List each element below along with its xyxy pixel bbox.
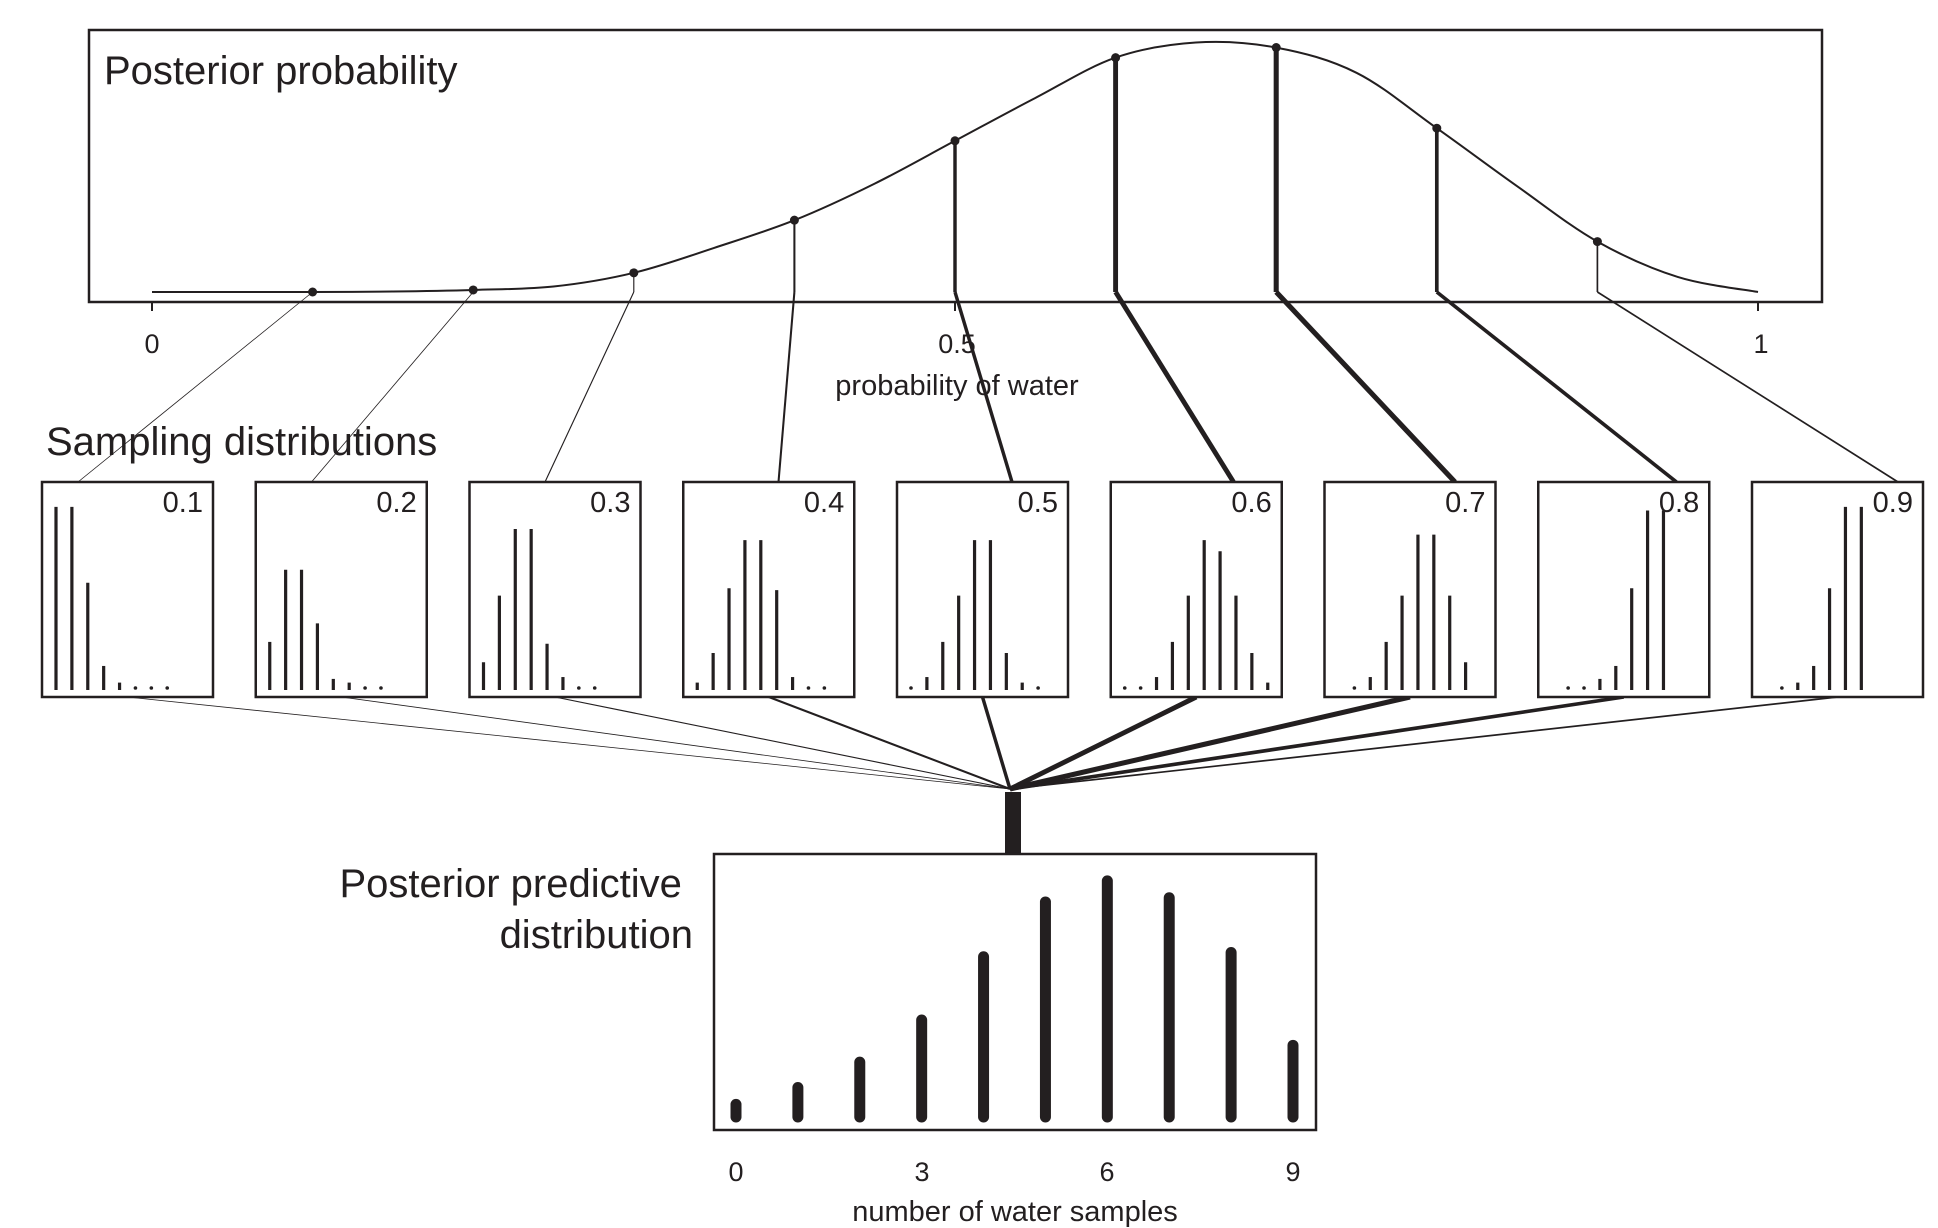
connector-to-panel-0.1 bbox=[77, 291, 313, 483]
sampling-panel-frame bbox=[895, 480, 1070, 699]
sampling-panel-frame bbox=[1537, 480, 1711, 699]
sampling-bar bbox=[149, 686, 154, 690]
predictive-title-line-1: Posterior predictive bbox=[340, 862, 682, 906]
connector-to-panel-0.5 bbox=[953, 291, 1014, 483]
posterior-point-0.3 bbox=[629, 268, 639, 278]
connector-to-panel-0.4 bbox=[777, 291, 796, 483]
sampling-panel-label: 0.1 bbox=[163, 487, 203, 519]
sampling-bar bbox=[806, 686, 811, 690]
connector-to-panel-0.8 bbox=[1435, 290, 1678, 484]
sampling-panel-0.6: 0.6 bbox=[1109, 480, 1283, 699]
sampling-panel-label: 0.3 bbox=[590, 487, 630, 519]
sampling-panel-0.4: 0.4 bbox=[682, 480, 856, 699]
sampling-panel-label: 0.8 bbox=[1659, 487, 1699, 519]
connector-to-predictive-0.4 bbox=[768, 696, 1011, 790]
posterior-point-0.4 bbox=[789, 215, 799, 225]
sampling-panel-0.2: 0.2 bbox=[254, 480, 428, 699]
sampling-panel-0.5: 0.5 bbox=[895, 480, 1070, 699]
posterior-x-tick-label-0.5: 0.5 bbox=[938, 329, 976, 359]
predictive-bars bbox=[730, 875, 1299, 1123]
connector-to-predictive-0.9 bbox=[1009, 696, 1838, 790]
predictive-x-tick-label-3: 3 bbox=[914, 1157, 929, 1187]
posterior-x-axis-label: probability of water bbox=[835, 370, 1079, 402]
posterior-point-0.6 bbox=[1111, 53, 1121, 63]
connector-to-predictive-0.5 bbox=[980, 696, 1012, 790]
posterior-point-0.5 bbox=[950, 136, 960, 146]
posterior-point-0.7 bbox=[1271, 43, 1281, 53]
posterior-points bbox=[308, 43, 1602, 297]
sampling-panel-label: 0.9 bbox=[1873, 487, 1913, 519]
sampling-title: Sampling distributions bbox=[46, 420, 437, 464]
sampling-panel-frame bbox=[1323, 480, 1497, 699]
posterior-x-tick-label-0: 0 bbox=[144, 329, 159, 359]
sampling-bar bbox=[379, 686, 383, 690]
connector-to-predictive-0.3 bbox=[554, 696, 1011, 790]
sampling-bar bbox=[1036, 686, 1040, 690]
sampling-panel-0.1: 0.1 bbox=[40, 480, 215, 699]
sampling-bar bbox=[133, 686, 138, 690]
sampling-panel-label: 0.4 bbox=[804, 487, 844, 519]
sampling-bar bbox=[1780, 686, 1784, 690]
connector-to-predictive-0.1 bbox=[127, 696, 1011, 790]
sampling-panel-0.9: 0.9 bbox=[1750, 480, 1925, 699]
sampling-bar bbox=[822, 686, 827, 690]
posterior-point-0.1 bbox=[308, 287, 318, 297]
connector-to-panel-0.6 bbox=[1113, 290, 1236, 484]
sampling-panels: 0.1 0.2 0.3 0.4 0.5 0.6 0.7 0.8 0.9 bbox=[40, 480, 1925, 699]
sampling-panel-label: 0.2 bbox=[376, 487, 416, 519]
sampling-panel-frame bbox=[1750, 480, 1925, 699]
posterior-point-0.2 bbox=[468, 285, 478, 295]
sampling-bar bbox=[577, 686, 581, 690]
connector-to-predictive-0.8 bbox=[1009, 695, 1625, 791]
sampling-bar bbox=[592, 686, 597, 690]
connector-to-predictive-0.7 bbox=[1009, 694, 1411, 792]
connector-to-panel-0.7 bbox=[1274, 290, 1457, 484]
posterior-curve bbox=[152, 40, 1759, 294]
posterior-x-tick-label-1: 1 bbox=[1753, 329, 1768, 359]
predictive-trunk bbox=[1005, 792, 1021, 854]
connector-to-predictive-0.6 bbox=[1008, 694, 1198, 792]
sampling-bar bbox=[1138, 686, 1143, 690]
sampling-panel-0.7: 0.7 bbox=[1323, 480, 1497, 699]
sampling-panel-0.3: 0.3 bbox=[468, 480, 642, 699]
connector-to-panel-0.3 bbox=[544, 291, 635, 483]
predictive-panel-frame bbox=[712, 852, 1318, 1132]
connector-lines bbox=[77, 47, 1899, 792]
sampling-bar bbox=[165, 686, 170, 690]
predictive-title-line-2: distribution bbox=[500, 913, 693, 957]
sampling-panel-label: 0.6 bbox=[1231, 487, 1271, 519]
sampling-panel-0.8: 0.8 bbox=[1537, 480, 1711, 699]
sampling-bar bbox=[909, 686, 913, 690]
predictive-x-tick-label-0: 0 bbox=[728, 1157, 743, 1187]
predictive-title: Posterior predictive distribution bbox=[340, 862, 694, 957]
posterior-title: Posterior probability bbox=[104, 49, 458, 93]
predictive-x-tick-label-9: 9 bbox=[1285, 1157, 1300, 1187]
connector-to-predictive-0.2 bbox=[341, 696, 1011, 790]
connector-to-panel-0.9 bbox=[1596, 291, 1899, 483]
sampling-bar bbox=[1352, 686, 1357, 690]
connector-to-panel-0.2 bbox=[311, 291, 474, 483]
sampling-panel-label: 0.5 bbox=[1018, 487, 1058, 519]
sampling-bar bbox=[363, 686, 367, 690]
predictive-x-axis-label: number of water samples bbox=[852, 1196, 1178, 1228]
posterior-point-0.8 bbox=[1432, 123, 1442, 133]
sampling-bar bbox=[1122, 686, 1127, 690]
predictive-x-tick-label-6: 6 bbox=[1099, 1157, 1114, 1187]
sampling-panel-label: 0.7 bbox=[1445, 487, 1485, 519]
sampling-bar bbox=[1582, 686, 1586, 690]
posterior-point-0.9 bbox=[1592, 237, 1602, 247]
sampling-bar bbox=[1566, 686, 1570, 690]
